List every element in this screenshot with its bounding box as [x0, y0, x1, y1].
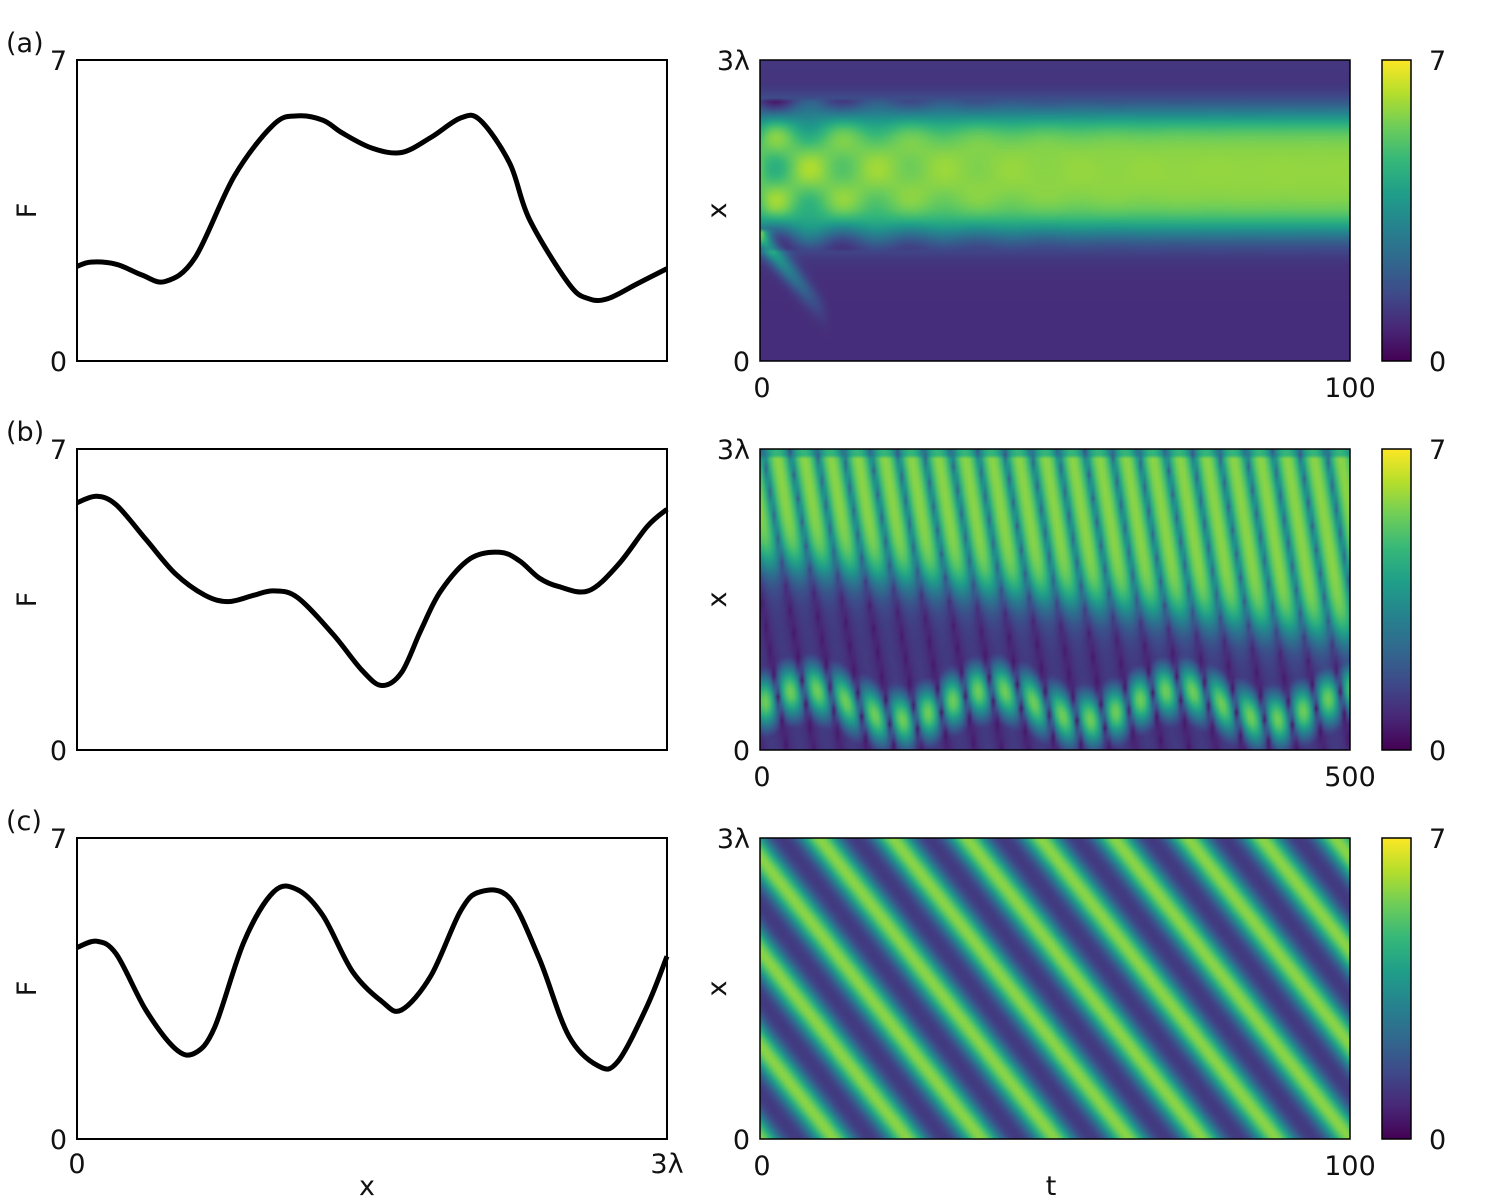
c-profile-frame: [76, 837, 668, 1140]
colorbar-tick-max: 7: [1429, 46, 1446, 77]
a-kymo-frame: [759, 59, 1351, 362]
panel-label: (b): [6, 417, 44, 448]
colorbar-tick-min: 0: [1429, 1125, 1446, 1156]
colorbar-tick-max: 7: [1429, 435, 1446, 466]
y-axis-label: x: [702, 591, 733, 607]
x-tick-max: 3λ: [650, 1149, 683, 1180]
y-tick-min: 0: [733, 347, 750, 378]
x-tick-min: 0: [68, 1149, 85, 1180]
a-profile-frame: [76, 59, 668, 362]
y-axis-label: F: [12, 592, 43, 608]
a-profile-series-line: [76, 112, 669, 304]
b-kymo-frame: [759, 448, 1351, 751]
x-axis-label: t: [1046, 1171, 1057, 1200]
y-tick-max: 7: [50, 824, 67, 855]
colorbar: [1381, 59, 1412, 362]
b-profile-frame: [76, 448, 668, 751]
y-axis-label: F: [12, 981, 43, 997]
c-profile-panel: 0 7 F (c) 0 3λ x: [6, 806, 684, 1200]
y-tick-min: 0: [733, 1125, 750, 1156]
y-tick-min: 0: [50, 1125, 67, 1156]
c-kymo-frame: [759, 837, 1351, 1140]
y-tick-max: 3λ: [717, 435, 750, 466]
y-axis-label: x: [702, 980, 733, 996]
panel-label: (c): [6, 806, 42, 837]
y-tick-max: 7: [50, 46, 67, 77]
c-profile-series-line: [76, 883, 670, 1072]
colorbar: [1381, 837, 1412, 1140]
colorbar: [1381, 448, 1412, 751]
x-tick-max: 100: [1324, 373, 1376, 404]
y-tick-min: 0: [733, 736, 750, 767]
y-tick-min: 0: [50, 736, 67, 767]
x-tick-max: 500: [1324, 762, 1376, 793]
x-axis-label: x: [359, 1171, 375, 1200]
a-profile-panel: 0 7 F (a): [6, 28, 669, 378]
colorbar-tick-max: 7: [1429, 824, 1446, 855]
y-tick-max: 7: [50, 435, 67, 466]
y-tick-max: 3λ: [717, 46, 750, 77]
y-axis-label: x: [702, 202, 733, 218]
b-kymo-heatmap-image: [760, 449, 1350, 750]
c-kymo-heatmap-image: [760, 838, 1350, 1139]
y-tick-max: 3λ: [717, 824, 750, 855]
a-kymo-heatmap-image: [760, 60, 1350, 361]
x-tick-min: 0: [753, 373, 770, 404]
y-tick-min: 0: [50, 347, 67, 378]
panel-label: (a): [6, 28, 44, 59]
b-profile-series-line: [76, 493, 669, 689]
colorbar-tick-min: 0: [1429, 736, 1446, 767]
y-axis-label: F: [12, 203, 43, 219]
x-tick-min: 0: [753, 1151, 770, 1182]
x-tick-min: 0: [753, 762, 770, 793]
b-profile-panel: 0 7 F (b): [6, 417, 669, 767]
x-tick-max: 100: [1324, 1151, 1376, 1182]
colorbar-tick-min: 0: [1429, 347, 1446, 378]
